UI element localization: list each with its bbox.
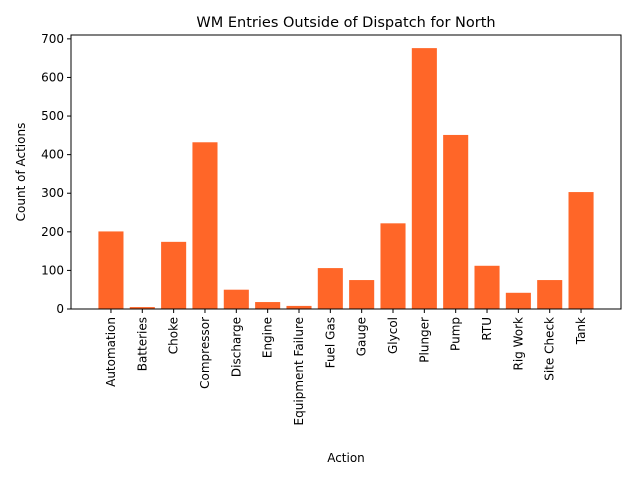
bar-glycol xyxy=(380,223,406,309)
bar-tank xyxy=(568,192,594,309)
bar-gauge xyxy=(349,280,375,309)
x-tick-label: Automation xyxy=(104,317,118,387)
x-tick-label: Compressor xyxy=(198,317,212,389)
x-tick-label: Glycol xyxy=(386,317,400,354)
y-tick-label: 700 xyxy=(41,32,64,46)
x-tick-label: RTU xyxy=(480,317,494,341)
bar-equipment-failure xyxy=(286,305,312,309)
x-tick-label: Discharge xyxy=(229,317,243,377)
bar-automation xyxy=(98,231,124,309)
y-tick-label: 200 xyxy=(41,225,64,239)
bar-plunger xyxy=(411,48,437,310)
bar-compressor xyxy=(192,142,218,309)
bar-choke xyxy=(161,241,187,309)
y-tick-label: 100 xyxy=(41,263,64,277)
bar-pump xyxy=(443,134,469,309)
y-tick-label: 600 xyxy=(41,70,64,84)
x-tick-label: Site Check xyxy=(543,317,557,381)
y-axis-label: Count of Actions xyxy=(14,123,28,222)
x-tick-label: Batteries xyxy=(135,317,149,371)
x-tick-label: Choke xyxy=(167,317,181,354)
bar-site-check xyxy=(537,280,563,309)
x-tick-label: Rig Work xyxy=(511,317,525,371)
y-tick-label: 400 xyxy=(41,148,64,162)
x-tick-label: Gauge xyxy=(355,317,369,356)
bar-batteries xyxy=(129,307,155,309)
y-tick-label: 0 xyxy=(56,302,64,316)
x-tick-label: Engine xyxy=(261,317,275,358)
bar-engine xyxy=(255,302,281,309)
bar-rtu xyxy=(474,265,500,309)
y-tick-label: 300 xyxy=(41,186,64,200)
x-axis-label: Action xyxy=(327,451,365,465)
bar-rig-work xyxy=(505,292,531,309)
bars-group xyxy=(98,48,594,310)
y-tick-label: 500 xyxy=(41,109,64,123)
x-tick-label: Pump xyxy=(449,317,463,351)
plot-frame xyxy=(70,34,622,310)
x-tick-label: Fuel Gas xyxy=(323,317,337,368)
x-axis: Automation Batteries Choke Compressor Discha… xyxy=(104,309,588,425)
chart-title: WM Entries Outside of Dispatch for North xyxy=(196,15,495,31)
y-axis: 0 100 200 300 400 500 600 700 xyxy=(41,32,71,316)
bar-discharge xyxy=(223,289,249,309)
x-tick-label: Plunger xyxy=(417,317,431,363)
x-tick-label: Tank xyxy=(574,317,588,345)
bar-fuel-gas xyxy=(317,268,343,309)
x-tick-label: Equipment Failure xyxy=(292,317,306,425)
